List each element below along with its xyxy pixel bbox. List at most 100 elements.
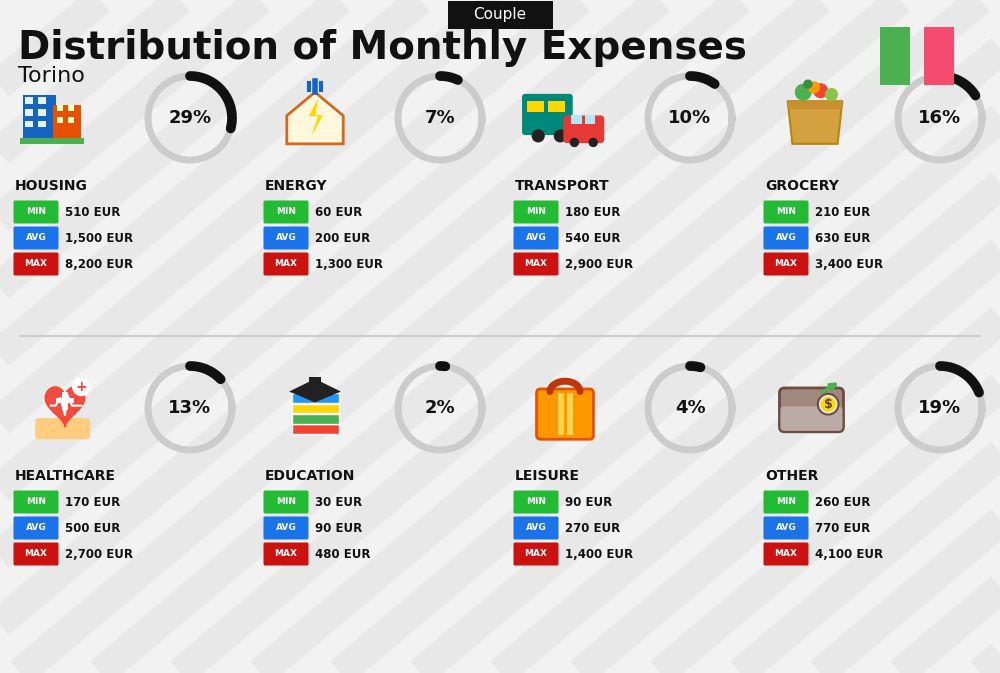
Text: 180 EUR: 180 EUR <box>565 205 620 219</box>
Text: MIN: MIN <box>776 497 796 507</box>
FancyBboxPatch shape <box>23 94 56 141</box>
FancyBboxPatch shape <box>14 542 58 565</box>
Text: 3,400 EUR: 3,400 EUR <box>815 258 883 271</box>
Text: 2,700 EUR: 2,700 EUR <box>65 548 133 561</box>
Text: 16%: 16% <box>918 109 962 127</box>
Text: 8,200 EUR: 8,200 EUR <box>65 258 133 271</box>
Text: 13%: 13% <box>168 399 212 417</box>
Text: EDUCATION: EDUCATION <box>265 469 355 483</box>
Text: 4,100 EUR: 4,100 EUR <box>815 548 883 561</box>
Text: MIN: MIN <box>776 207 796 217</box>
Bar <box>57 105 63 111</box>
Circle shape <box>808 81 820 94</box>
Bar <box>62 392 68 411</box>
FancyBboxPatch shape <box>522 94 573 135</box>
Circle shape <box>570 138 579 147</box>
Bar <box>68 116 74 122</box>
Text: AVG: AVG <box>526 234 546 242</box>
Text: MAX: MAX <box>524 549 548 559</box>
Text: 1,300 EUR: 1,300 EUR <box>315 258 383 271</box>
Text: MIN: MIN <box>526 207 546 217</box>
FancyBboxPatch shape <box>264 201 308 223</box>
FancyBboxPatch shape <box>764 491 808 513</box>
FancyBboxPatch shape <box>764 201 808 223</box>
FancyBboxPatch shape <box>514 516 558 540</box>
FancyBboxPatch shape <box>448 1 552 29</box>
Text: 770 EUR: 770 EUR <box>815 522 870 534</box>
Circle shape <box>588 138 598 147</box>
Circle shape <box>818 394 838 415</box>
Bar <box>292 394 338 403</box>
Text: $: $ <box>824 398 833 411</box>
Circle shape <box>554 129 567 143</box>
Text: 4%: 4% <box>675 399 705 417</box>
Text: 1,400 EUR: 1,400 EUR <box>565 548 633 561</box>
Text: 510 EUR: 510 EUR <box>65 205 120 219</box>
Text: MAX: MAX <box>524 260 548 269</box>
FancyBboxPatch shape <box>924 27 954 85</box>
Text: MIN: MIN <box>276 207 296 217</box>
Text: 270 EUR: 270 EUR <box>565 522 620 534</box>
Text: 10%: 10% <box>668 109 712 127</box>
Bar <box>68 105 74 111</box>
FancyBboxPatch shape <box>764 227 808 250</box>
Text: 540 EUR: 540 EUR <box>565 232 620 244</box>
FancyBboxPatch shape <box>264 491 308 513</box>
Bar <box>57 116 63 122</box>
FancyBboxPatch shape <box>264 252 308 275</box>
FancyBboxPatch shape <box>14 227 58 250</box>
Bar <box>25 121 33 127</box>
FancyBboxPatch shape <box>514 491 558 513</box>
Bar <box>548 101 565 112</box>
Bar <box>25 109 33 116</box>
FancyBboxPatch shape <box>309 378 321 392</box>
Bar <box>292 425 338 434</box>
Text: AVG: AVG <box>526 524 546 532</box>
Text: MAX: MAX <box>774 260 798 269</box>
Polygon shape <box>287 92 343 144</box>
Text: MIN: MIN <box>26 207 46 217</box>
Text: LEISURE: LEISURE <box>515 469 580 483</box>
FancyBboxPatch shape <box>514 542 558 565</box>
Text: AVG: AVG <box>26 524 46 532</box>
Circle shape <box>825 88 838 101</box>
Text: AVG: AVG <box>276 524 296 532</box>
Text: MAX: MAX <box>24 260 48 269</box>
Text: MIN: MIN <box>26 497 46 507</box>
Text: 500 EUR: 500 EUR <box>65 522 120 534</box>
FancyBboxPatch shape <box>764 516 808 540</box>
Text: HOUSING: HOUSING <box>15 179 88 193</box>
Text: Torino: Torino <box>18 66 85 86</box>
FancyBboxPatch shape <box>20 138 84 144</box>
Text: 29%: 29% <box>168 109 212 127</box>
Bar <box>25 98 33 104</box>
Text: MIN: MIN <box>526 497 546 507</box>
Text: 170 EUR: 170 EUR <box>65 495 120 509</box>
Text: 19%: 19% <box>918 399 962 417</box>
FancyBboxPatch shape <box>14 201 58 223</box>
Circle shape <box>813 83 828 98</box>
Text: GROCERY: GROCERY <box>765 179 839 193</box>
Text: Distribution of Monthly Expenses: Distribution of Monthly Expenses <box>18 29 747 67</box>
Text: MAX: MAX <box>274 549 298 559</box>
Text: 2%: 2% <box>425 399 455 417</box>
Text: AVG: AVG <box>276 234 296 242</box>
Text: 260 EUR: 260 EUR <box>815 495 870 509</box>
FancyBboxPatch shape <box>14 252 58 275</box>
Text: 1,500 EUR: 1,500 EUR <box>65 232 133 244</box>
FancyBboxPatch shape <box>264 542 308 565</box>
Bar <box>567 393 573 435</box>
Circle shape <box>72 378 91 396</box>
FancyBboxPatch shape <box>514 227 558 250</box>
Text: 60 EUR: 60 EUR <box>315 205 362 219</box>
Circle shape <box>532 129 545 143</box>
Text: 7%: 7% <box>425 109 455 127</box>
Text: +: + <box>76 380 87 394</box>
FancyBboxPatch shape <box>537 389 593 439</box>
FancyBboxPatch shape <box>788 100 842 108</box>
Bar <box>292 404 338 413</box>
Bar <box>38 98 46 104</box>
FancyBboxPatch shape <box>53 105 81 141</box>
Text: 630 EUR: 630 EUR <box>815 232 870 244</box>
Text: TRANSPORT: TRANSPORT <box>515 179 610 193</box>
